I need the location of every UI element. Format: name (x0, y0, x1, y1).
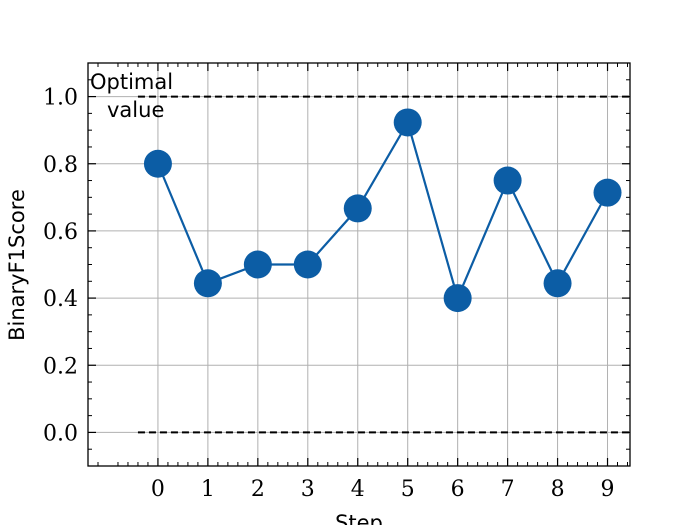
y-tick-label: 0.6 (43, 220, 78, 245)
data-point (343, 194, 372, 223)
x-tick-label: 4 (351, 477, 365, 502)
data-point (493, 166, 522, 195)
data-point (293, 250, 322, 279)
data-point (143, 149, 172, 178)
data-point (393, 108, 422, 137)
axis-ticks (88, 62, 630, 467)
x-tick-label: 0 (151, 477, 165, 502)
y-tick-label: 0.2 (43, 354, 78, 379)
x-tick-label: 5 (401, 477, 415, 502)
data-point (443, 284, 472, 313)
x-tick-label: 1 (201, 477, 215, 502)
x-tick-label: 3 (301, 477, 315, 502)
y-tick-label: 0.0 (43, 421, 78, 446)
data-point (543, 269, 572, 298)
y-tick-label: 0.4 (43, 287, 78, 312)
annotation-line1: Optimal (90, 70, 173, 94)
reference-lines (137, 95, 630, 434)
y-axis-title: BinaryF1Score (5, 189, 29, 341)
tick-labels: 0 1 2 3 4 5 6 7 8 9 0.0 0.2 0.4 0.6 0.8 1.0 (43, 86, 615, 502)
data-point (193, 269, 222, 298)
x-tick-label: 2 (251, 477, 265, 502)
x-tick-label: 8 (551, 477, 565, 502)
x-axis-title: Step (335, 511, 383, 525)
data-point (593, 178, 622, 207)
y-tick-label: 1.0 (43, 86, 78, 111)
x-tick-label: 9 (601, 477, 615, 502)
annotation-line2: value (107, 98, 164, 122)
series-line (156, 119, 609, 302)
series-line-group (143, 108, 622, 313)
y-tick-label: 0.8 (43, 153, 78, 178)
data-point (243, 250, 272, 279)
x-tick-label: 6 (451, 477, 465, 502)
x-tick-label: 7 (501, 477, 515, 502)
